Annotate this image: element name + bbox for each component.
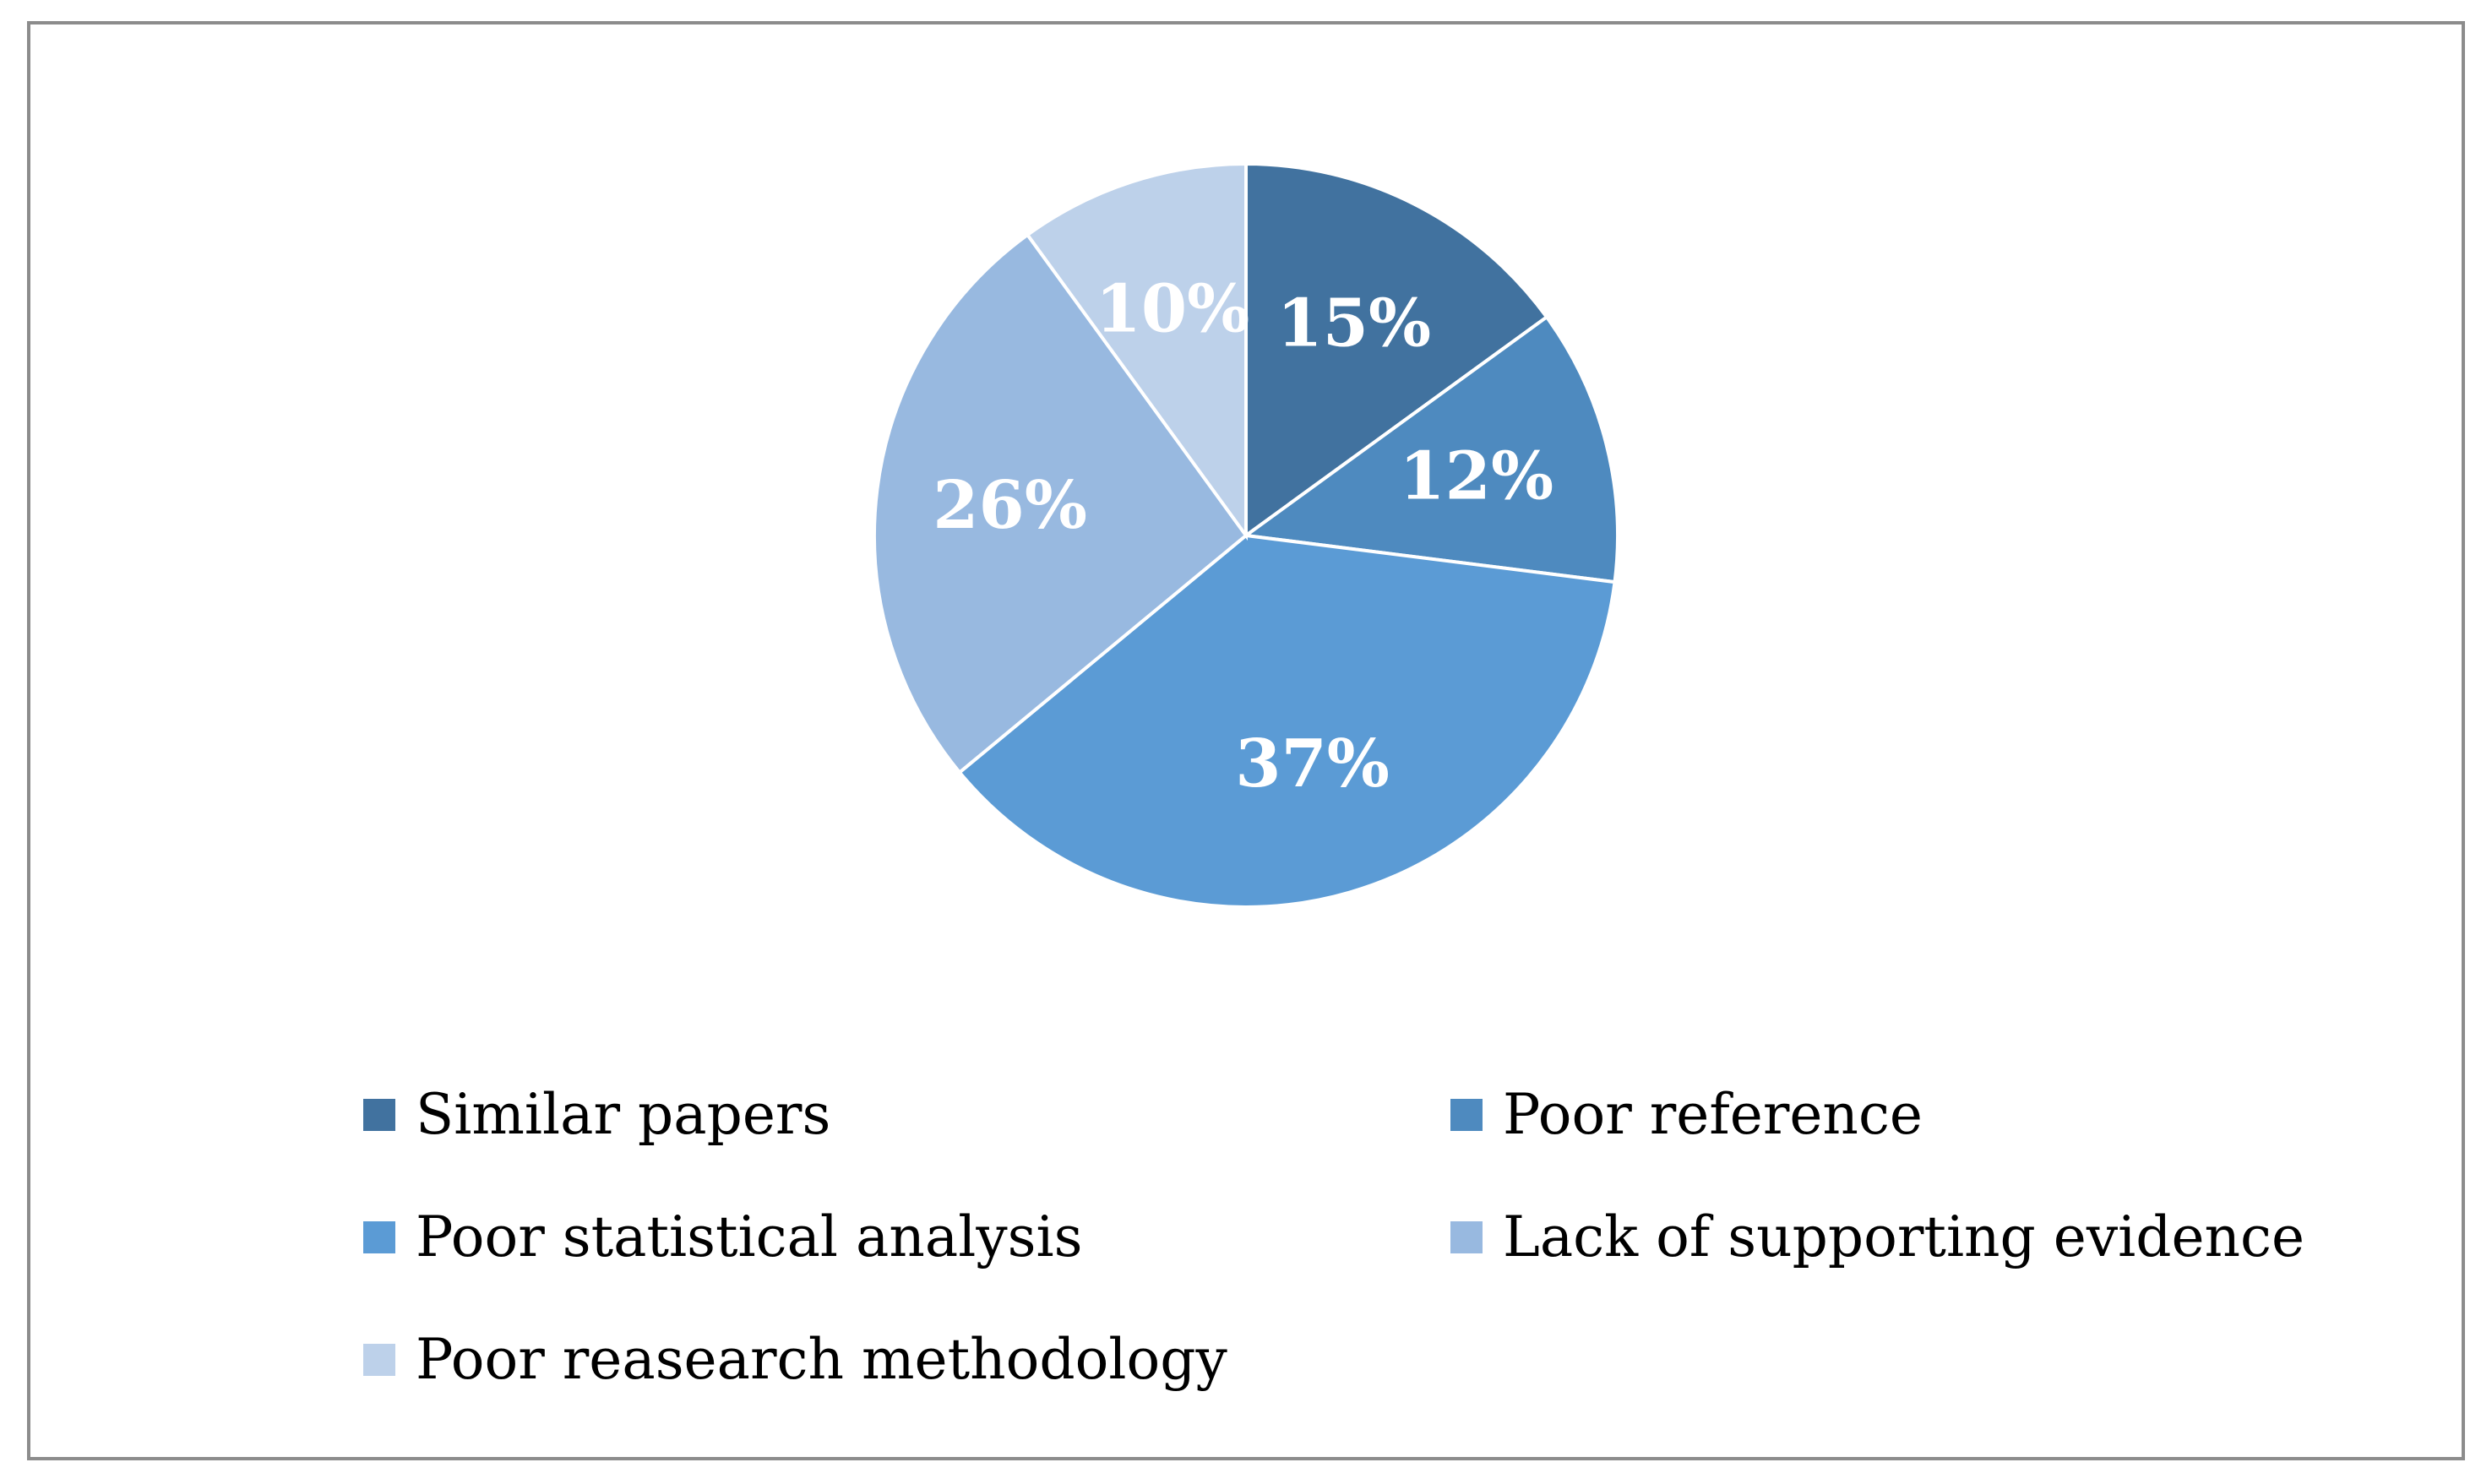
pie-slice-labels: 15% 12% 37% 26% 10% (933, 271, 1553, 802)
data-label-poor-reference: 12% (1399, 438, 1553, 514)
data-label-lack-of-supporting-evidence: 26% (933, 467, 1087, 544)
pie-slices (873, 161, 1619, 909)
pie-slice-poor-reasearch-methodology (1025, 161, 1248, 541)
data-label-poor-statistical-analysis: 37% (1235, 726, 1390, 802)
pie-slice-lack-of-supporting-evidence (873, 232, 1249, 775)
pie-slice-similar-papers (1244, 161, 1549, 539)
data-label-similar-papers: 15% (1277, 285, 1432, 362)
pie-slice-poor-statistical-analysis (957, 533, 1617, 909)
pie-slice-poor-reference (1241, 314, 1619, 584)
data-label-poor-reasearch-methodology: 10% (1096, 271, 1250, 348)
